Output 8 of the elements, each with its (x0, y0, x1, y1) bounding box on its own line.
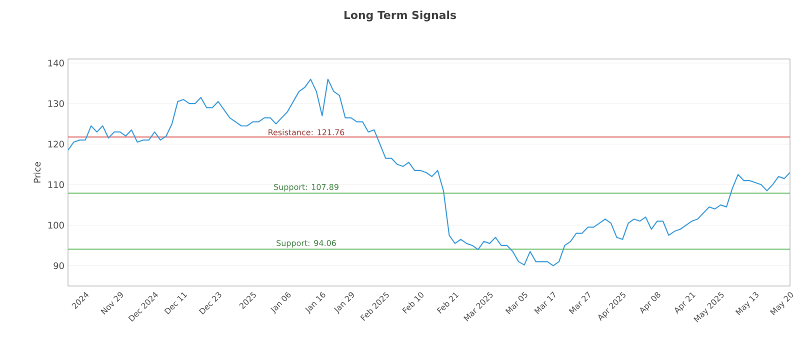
chart-title: Long Term Signals (344, 10, 456, 22)
y-tick-label: 120 (48, 140, 64, 148)
y-tick-label: 140 (48, 60, 64, 66)
y-tick-label: 110 (48, 181, 64, 188)
y-tick-label: 90 (54, 262, 64, 270)
y-tick-label: 100 (48, 222, 64, 229)
y-axis-title: Price (34, 162, 41, 183)
y-tick-label: 130 (48, 100, 64, 107)
